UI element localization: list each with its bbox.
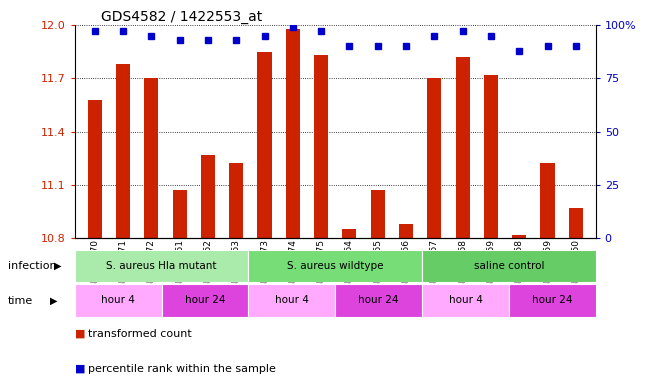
- Bar: [540, 164, 555, 238]
- Bar: [509, 284, 596, 317]
- Bar: [427, 78, 441, 238]
- Text: hour 4: hour 4: [275, 295, 309, 306]
- Text: ■: ■: [75, 329, 85, 339]
- Bar: [314, 55, 328, 238]
- Bar: [249, 284, 335, 317]
- Bar: [569, 208, 583, 238]
- Text: percentile rank within the sample: percentile rank within the sample: [88, 364, 276, 374]
- Bar: [249, 250, 422, 282]
- Bar: [370, 190, 385, 238]
- Bar: [422, 284, 509, 317]
- Text: saline control: saline control: [474, 261, 544, 271]
- Text: ▶: ▶: [53, 261, 61, 271]
- Bar: [229, 164, 243, 238]
- Bar: [335, 284, 422, 317]
- Text: hour 4: hour 4: [102, 295, 135, 306]
- Bar: [173, 190, 187, 238]
- Bar: [75, 250, 249, 282]
- Text: GDS4582 / 1422553_at: GDS4582 / 1422553_at: [101, 10, 262, 24]
- Bar: [88, 99, 102, 238]
- Bar: [399, 224, 413, 238]
- Text: hour 24: hour 24: [532, 295, 572, 306]
- Text: transformed count: transformed count: [88, 329, 191, 339]
- Bar: [116, 64, 130, 238]
- Text: hour 24: hour 24: [185, 295, 225, 306]
- Bar: [512, 235, 526, 238]
- Text: S. aureus wildtype: S. aureus wildtype: [287, 261, 383, 271]
- Bar: [257, 51, 271, 238]
- Text: hour 24: hour 24: [359, 295, 399, 306]
- Text: ▶: ▶: [49, 296, 57, 306]
- Bar: [484, 74, 498, 238]
- Bar: [286, 28, 300, 238]
- Text: hour 4: hour 4: [449, 295, 482, 306]
- Bar: [145, 78, 158, 238]
- Text: infection: infection: [8, 261, 57, 271]
- Bar: [161, 284, 249, 317]
- Text: ■: ■: [75, 364, 85, 374]
- Bar: [342, 229, 357, 238]
- Bar: [201, 155, 215, 238]
- Text: S. aureus Hla mutant: S. aureus Hla mutant: [106, 261, 217, 271]
- Bar: [422, 250, 596, 282]
- Text: time: time: [8, 296, 33, 306]
- Bar: [456, 57, 470, 238]
- Bar: [75, 284, 161, 317]
